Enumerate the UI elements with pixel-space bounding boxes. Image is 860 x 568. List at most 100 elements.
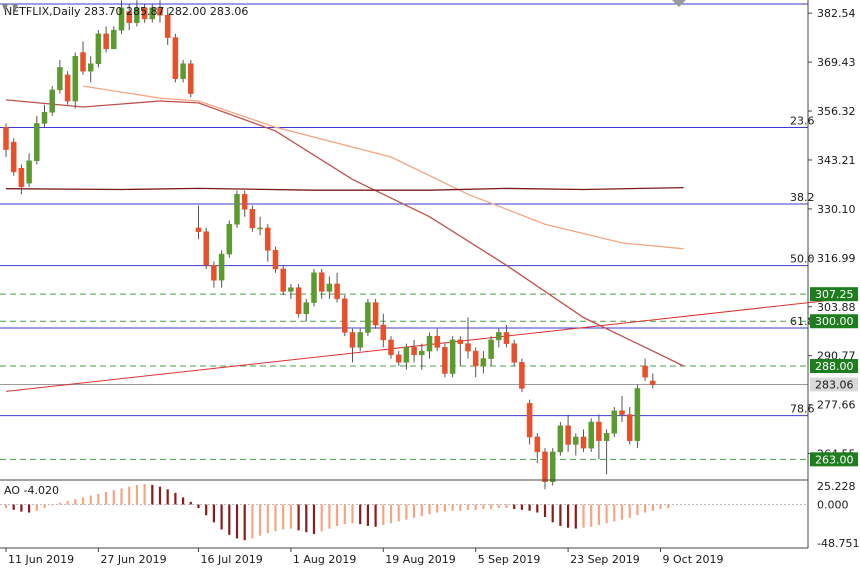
candle-body xyxy=(265,227,271,251)
price-tick-label: 277.66 xyxy=(817,399,856,412)
fib-level-label: 23.6 xyxy=(790,115,815,128)
candle-body xyxy=(457,339,464,344)
candle-body xyxy=(650,380,656,385)
moving-average-line xyxy=(82,85,684,250)
candle-body xyxy=(257,227,263,230)
candle-body xyxy=(18,167,25,188)
candle-body xyxy=(534,436,541,453)
candle-body xyxy=(103,33,109,50)
candle-body xyxy=(626,414,633,441)
candle-body xyxy=(141,7,148,20)
candle-body xyxy=(318,272,325,292)
price-tick-label: 343.21 xyxy=(817,154,856,167)
chart-shift-marker[interactable] xyxy=(672,0,686,7)
candle-body xyxy=(126,11,132,23)
candles xyxy=(3,0,656,490)
candle-body xyxy=(41,111,48,124)
candle-body xyxy=(295,287,302,315)
candle-body xyxy=(272,250,279,270)
fib-level-label: 50.0 xyxy=(790,253,815,266)
time-tick-label: 11 Jun 2019 xyxy=(8,553,74,566)
candle-body xyxy=(349,332,356,348)
candle-body xyxy=(472,350,479,367)
candle-body xyxy=(49,89,55,113)
candle-body xyxy=(611,410,618,434)
candle-body xyxy=(496,332,502,341)
candle-body xyxy=(395,354,402,363)
candle-body xyxy=(342,298,348,333)
candle-body xyxy=(95,33,102,64)
moving-average-line xyxy=(5,99,684,367)
candle-body xyxy=(118,7,125,31)
candle-body xyxy=(64,74,71,102)
candle-body xyxy=(149,7,156,20)
moving-averages xyxy=(5,85,684,367)
candle-body xyxy=(80,52,86,72)
candle-body xyxy=(596,421,602,441)
price-tick-label: 382.54 xyxy=(817,7,856,20)
candle-body xyxy=(542,451,548,482)
candle-body xyxy=(449,339,456,374)
candle-body xyxy=(288,287,294,292)
candle-body xyxy=(164,14,171,38)
candle-body xyxy=(511,343,517,363)
candle-body xyxy=(211,265,217,281)
price-level-tag-label: 263.00 xyxy=(815,453,854,466)
candle-body xyxy=(157,7,163,16)
chart-shift-icon[interactable] xyxy=(672,0,686,7)
ao-tick-label: 25.228 xyxy=(817,480,856,493)
candle-body xyxy=(180,63,186,79)
candle-body xyxy=(465,343,471,352)
candle-body xyxy=(480,358,487,367)
price-tick-label: 356.32 xyxy=(817,105,856,118)
time-tick-label: 27 Jun 2019 xyxy=(100,553,166,566)
candle-body xyxy=(134,7,140,23)
price-level-tag xyxy=(810,314,858,329)
time-tick-label: 19 Aug 2019 xyxy=(385,553,455,566)
candle-body xyxy=(226,223,233,255)
candle-body xyxy=(72,56,79,102)
candle-body xyxy=(411,347,417,356)
candle-body xyxy=(365,302,371,333)
awesome-oscillator xyxy=(0,483,808,541)
candle-body xyxy=(573,436,579,445)
ao-tick-label: 0.000 xyxy=(817,499,849,512)
price-level-tag-label: 288.00 xyxy=(815,360,854,373)
candle-body xyxy=(380,324,387,341)
time-tick-label: 9 Oct 2019 xyxy=(663,553,724,566)
candle-body xyxy=(218,253,225,281)
candle-body xyxy=(549,451,556,482)
ao-tick-label: -48.751 xyxy=(817,537,859,550)
candle-body xyxy=(303,302,310,315)
price-tick-label: 330.10 xyxy=(817,203,856,216)
candle-body xyxy=(526,403,533,438)
candle-body xyxy=(503,332,510,344)
period-separator-icon xyxy=(2,4,18,12)
candle-body xyxy=(172,37,179,79)
moving-average-line xyxy=(5,186,684,191)
candle-body xyxy=(434,335,440,348)
price-level-tag xyxy=(810,452,858,467)
candle-body xyxy=(3,126,9,150)
chart-title: NETFLIX,Daily 283.70 285.87 282.00 283.0… xyxy=(4,5,248,18)
price-tick-label: 369.43 xyxy=(817,56,856,69)
candle-body xyxy=(580,436,587,449)
price-level-tag-label: 307.25 xyxy=(815,288,854,301)
candle-body xyxy=(419,350,425,356)
current-price-tag xyxy=(810,377,858,392)
candle-body xyxy=(442,347,448,374)
current-price-tag-label: 283.06 xyxy=(815,378,854,391)
candle-body xyxy=(326,283,333,292)
candle-body xyxy=(426,335,433,352)
candle-body xyxy=(557,425,564,453)
price-tick-label: 316.99 xyxy=(817,252,856,265)
candle-body xyxy=(111,29,117,50)
time-tick-label: 16 Jul 2019 xyxy=(201,553,263,566)
candle-body xyxy=(234,194,240,225)
candle-body xyxy=(519,362,525,389)
candle-body xyxy=(203,231,209,266)
candle-body xyxy=(188,63,194,94)
price-level-tag xyxy=(810,287,858,302)
candle-body xyxy=(87,63,94,72)
